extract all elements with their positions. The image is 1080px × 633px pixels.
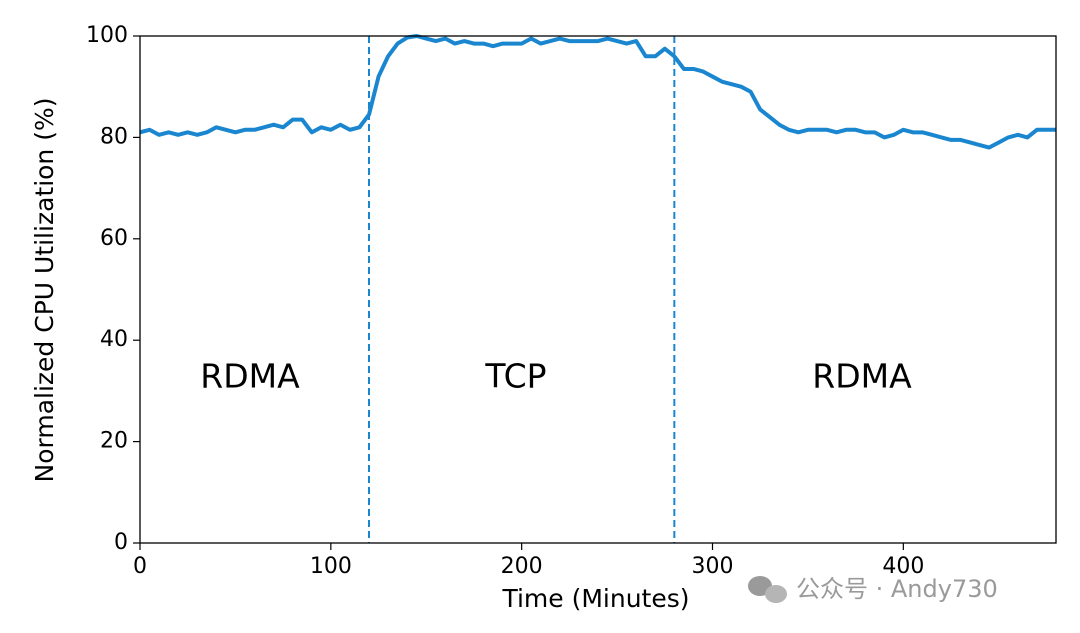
x-tick-label: 200	[501, 554, 543, 579]
y-tick-label: 80	[100, 124, 128, 149]
x-tick-label: 0	[133, 554, 147, 579]
plot-frame	[139, 35, 1057, 544]
y-tick-label: 20	[100, 429, 128, 454]
y-axis-label: Normalized CPU Utilization (%)	[30, 98, 59, 483]
y-tick-label: 40	[100, 327, 128, 352]
y-tick-label: 0	[114, 530, 128, 555]
region-label: TCP	[484, 357, 546, 396]
y-tick-label: 60	[100, 226, 128, 251]
watermark: 公众号 · Andy730	[796, 575, 998, 603]
region-label: RDMA	[812, 357, 912, 396]
y-tick-label: 100	[86, 23, 128, 48]
data-line	[139, 34, 1056, 150]
region-label: RDMA	[200, 357, 300, 396]
x-tick-label: 300	[692, 554, 734, 579]
x-tick-label: 100	[310, 554, 352, 579]
x-tick-label: 400	[882, 554, 924, 579]
watermark-icon	[748, 576, 787, 603]
x-axis-label: Time (Minutes)	[501, 584, 689, 613]
